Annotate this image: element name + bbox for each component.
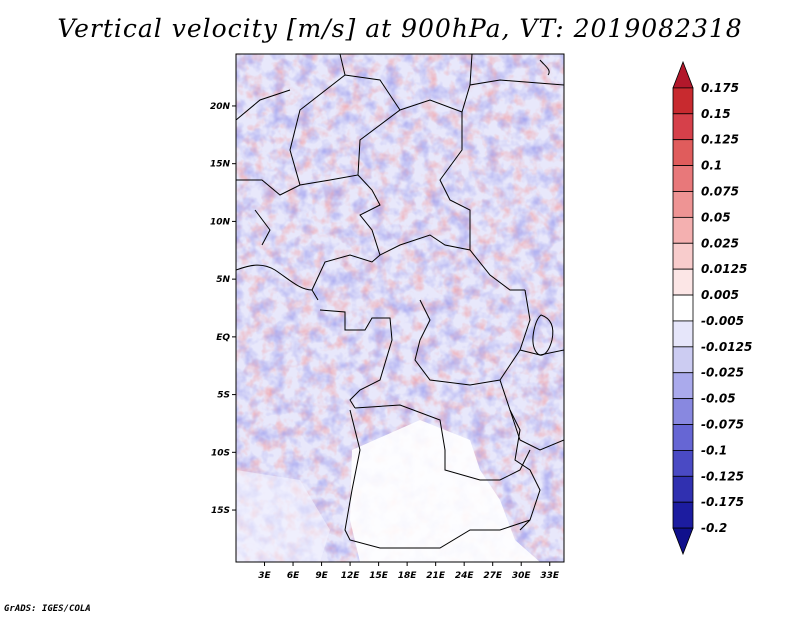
colorbar-swatch: [672, 139, 694, 166]
map-frame: [235, 53, 565, 563]
colorbar-swatch: [672, 501, 694, 529]
colorbar-swatch: [672, 165, 694, 192]
velocity-field: [236, 54, 564, 562]
colorbar-swatch: [672, 372, 694, 400]
lat-tick-label: 10N: [210, 217, 231, 227]
colorbar-label: 0.05: [701, 210, 731, 224]
colorbar-swatch: [672, 320, 694, 348]
colorbar-swatch: [672, 398, 694, 425]
lon-tick-label: 18E: [398, 571, 418, 581]
colorbar-label: -0.2: [701, 521, 727, 535]
colorbar-swatch: [672, 294, 694, 322]
colorbar-swatch: [672, 475, 694, 503]
colorbar-label: 0.125: [701, 133, 739, 147]
lon-tick-label: 33E: [540, 571, 560, 581]
colorbar-swatch: [672, 424, 694, 451]
country-borders: [236, 54, 564, 549]
colorbar-label: 0.1: [701, 159, 722, 173]
colorbar-label: 0.075: [701, 184, 739, 198]
lon-tick-label: 3E: [258, 571, 271, 581]
lat-tick-label: 5S: [217, 391, 230, 401]
lat-tick-label: 15S: [211, 506, 230, 516]
colorbar-label: -0.075: [701, 418, 744, 432]
chart-title: Vertical velocity [m/s] at 900hPa, VT: 2…: [57, 14, 743, 43]
lon-tick-label: 27E: [483, 571, 503, 581]
lat-tick-label: 10S: [211, 448, 230, 458]
lat-tick-label: 5N: [216, 275, 230, 285]
lat-tick-label: 20N: [210, 102, 231, 112]
colorbar-swatch: [672, 346, 694, 374]
colorbar-swatch: [672, 87, 694, 115]
colorbar-label: -0.1: [701, 443, 727, 457]
colorbar-label: 0.0125: [701, 262, 747, 276]
colorbar-label: -0.025: [701, 366, 744, 380]
lon-tick-label: 24E: [455, 571, 475, 581]
colorbar-label: -0.005: [701, 314, 744, 328]
colorbar-swatch: [672, 450, 694, 477]
colorbar-label: 0.15: [701, 107, 731, 121]
colorbar-swatch: [672, 268, 694, 296]
colorbar-label: 0.005: [701, 288, 739, 302]
lat-tick-label: EQ: [216, 333, 230, 343]
colorbar-label: 0.175: [701, 81, 739, 95]
axis-ticks: 20N 15N 10N 5N EQ 5S 10S 15S 3E 6E 9E 12E 15E 18E 21E 2…: [210, 102, 560, 581]
lon-tick-label: 6E: [287, 571, 300, 581]
colorbar-swatch: [672, 60, 694, 89]
grads-credit: GrADS: IGES/COLA: [4, 604, 91, 614]
colorbar-label: -0.125: [701, 469, 744, 483]
lon-tick-label: 12E: [341, 571, 361, 581]
lat-tick-label: 15N: [210, 160, 231, 170]
lon-tick-label: 30E: [512, 571, 532, 581]
lon-tick-label: 9E: [315, 571, 328, 581]
colorbar-label: 0.025: [701, 236, 739, 250]
colorbar-swatch: [672, 242, 694, 270]
colorbar: 0.175 0.15 0.125 0.1 0.075 0.05 0.025 0.0125 0.0…: [672, 60, 752, 556]
lon-tick-label: 21E: [426, 571, 446, 581]
colorbar-label: -0.175: [701, 495, 744, 509]
colorbar-swatch: [672, 191, 694, 218]
colorbar-swatch: [672, 527, 694, 556]
colorbar-swatch: [672, 216, 694, 244]
lon-tick-label: 15E: [369, 571, 389, 581]
colorbar-label: -0.05: [701, 392, 736, 406]
colorbar-label: -0.0125: [701, 340, 752, 354]
colorbar-swatch: [672, 113, 694, 141]
